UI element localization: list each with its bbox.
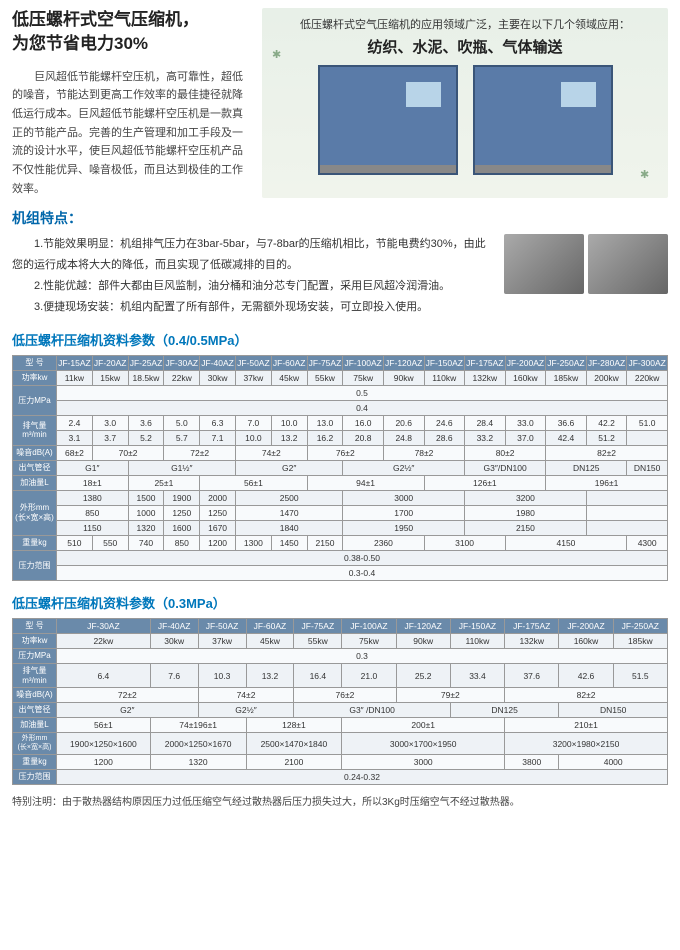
table-row: 3.13.75.25.77.110.013.216.220.824.828.63… <box>13 430 668 445</box>
hero-description: 巨风超低节能螺杆空压机，高可靠性，超低的噪音，节能达到更高工作效率的最佳捷径就降… <box>12 68 252 199</box>
table1-title: 低压螺杆压缩机资料参数（0.4/0.5MPa） <box>12 330 668 349</box>
table-row: 排气量 m³/min 2.43.03.65.06.37.010.013.016.… <box>13 415 668 430</box>
windmill-icon: ✱ <box>640 168 660 188</box>
table-row: 外形mm (长×宽×高)1900×1250×16002000×1250×1670… <box>13 733 668 755</box>
hero-left: 低压螺杆式空气压缩机， 为您节省电力30% 巨风超低节能螺杆空压机，高可靠性，超… <box>12 8 252 198</box>
table-row: 重量kg510550740850120013001450215023603100… <box>13 535 668 550</box>
table-row: 出气管径G2″G2½″G3″ /DN100DN125DN150 <box>13 703 668 718</box>
features-row: 1.节能效果明显：机组排气压力在3bar-5bar，与7-8bar的压缩机相比，… <box>12 234 668 318</box>
params-table-1: 型 号 JF-15AZJF-20AZJF-25AZJF-30AZJF-40AZJ… <box>12 355 668 581</box>
feature-image-1 <box>504 234 584 294</box>
compressor-image-2 <box>473 65 613 175</box>
applications-categories: 纺织、水泥、吹瓶、气体输送 <box>270 36 660 57</box>
applications-intro: 低压螺杆式空气压缩机的应用领域广泛，主要在以下几个领域应用： <box>270 16 660 32</box>
table-row: 压力范围0.38-0.50 <box>13 550 668 565</box>
hero-right: 低压螺杆式空气压缩机的应用领域广泛，主要在以下几个领域应用： 纺织、水泥、吹瓶、… <box>262 8 668 198</box>
table-row: 850100012501250147017001980 <box>13 505 668 520</box>
table-row: 噪音dB(A)72±274±276±279±282±2 <box>13 688 668 703</box>
table-row: 功率kw22kw30kw37kw45kw55kw75kw90kw110kw132… <box>13 633 668 648</box>
model-cell: JF-15AZ <box>57 355 93 370</box>
features-header: 机组特点： <box>12 208 668 228</box>
footnote: 特别注明：由于散热器结构原因压力过低压缩空气经过散热器后压力损失过大，所以3Kg… <box>12 793 668 808</box>
table-row: 1150132016001670184019502150 <box>13 520 668 535</box>
table-row: 0.4 <box>13 400 668 415</box>
table-row: 型 号 JF-15AZJF-20AZJF-25AZJF-30AZJF-40AZJ… <box>13 355 668 370</box>
table2-title: 低压螺杆压缩机资料参数（0.3MPa） <box>12 593 668 612</box>
table-row: 压力MPa0.3 <box>13 648 668 663</box>
main-title: 低压螺杆式空气压缩机， 为您节省电力30% <box>12 8 252 56</box>
feature-images <box>504 234 668 318</box>
title-line1: 低压螺杆式空气压缩机， <box>12 8 252 32</box>
table-row: 外形mm (长×宽×高)1380150019002000250030003200 <box>13 490 668 505</box>
compressor-image-1 <box>318 65 458 175</box>
header-model: 型 号 <box>13 355 57 370</box>
table-row: 重量kg120013202100300038004000 <box>13 754 668 769</box>
feature-image-2 <box>588 234 668 294</box>
product-images <box>270 65 660 175</box>
table-row: 排气量m³/min6.47.610.313.216.421.025.233.43… <box>13 663 668 687</box>
feature-3: 3.便捷现场安装：机组内配置了所有部件，无需额外现场安装，可立即投入使用。 <box>12 297 496 318</box>
feature-1: 1.节能效果明显：机组排气压力在3bar-5bar，与7-8bar的压缩机相比，… <box>12 234 496 276</box>
features-text: 1.节能效果明显：机组排气压力在3bar-5bar，与7-8bar的压缩机相比，… <box>12 234 496 318</box>
table-row: 压力范围0.24-0.32 <box>13 769 668 784</box>
hero-section: 低压螺杆式空气压缩机， 为您节省电力30% 巨风超低节能螺杆空压机，高可靠性，超… <box>12 8 668 198</box>
table-row: 出气管径G1″G1½″G2″G2½″G3″/DN100DN125DN150 <box>13 460 668 475</box>
table-row: 加油量L56±174±196±1128±1200±1210±1 <box>13 718 668 733</box>
title-line2: 为您节省电力30% <box>12 32 252 56</box>
table-row: 功率kw 11kw15kw18.5kw22kw30kw37kw45kw55kw7… <box>13 370 668 385</box>
table-row: 0.3-0.4 <box>13 565 668 580</box>
table-row: 压力MPa0.5 <box>13 385 668 400</box>
table-row: 加油量L18±125±156±194±1126±1196±1 <box>13 475 668 490</box>
table-row: 噪音dB(A)68±270±272±274±276±278±280±282±2 <box>13 445 668 460</box>
windmill-icon: ✱ <box>272 48 292 68</box>
params-table-2: 型 号JF-30AZJF-40AZJF-50AZJF-60AZJF-75AZJF… <box>12 618 668 785</box>
feature-2: 2.性能优越：部件大都由巨风监制，油分桶和油分芯专门配置，采用巨风超冷润滑油。 <box>12 276 496 297</box>
table-row: 型 号JF-30AZJF-40AZJF-50AZJF-60AZJF-75AZJF… <box>13 618 668 633</box>
